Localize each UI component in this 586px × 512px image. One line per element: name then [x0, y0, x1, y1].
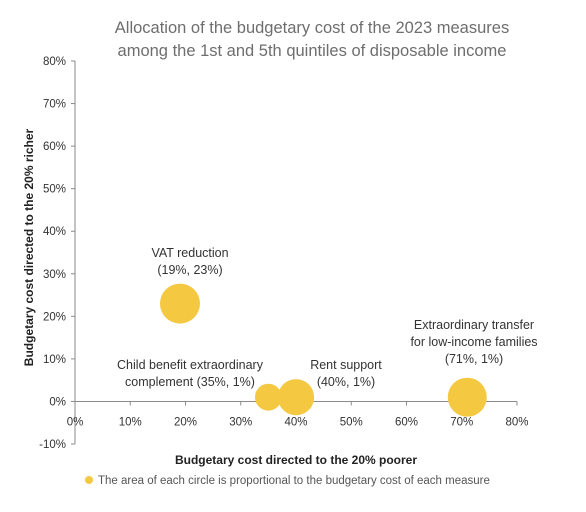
y-tick-label: 0% [49, 396, 66, 408]
data-label: (19%, 23%) [157, 263, 222, 277]
data-label: Extraordinary transfer [414, 318, 534, 332]
data-bubble [277, 379, 315, 416]
chart-title-line: Allocation of the budgetary cost of the … [115, 19, 509, 37]
y-tick-label: 50% [43, 184, 66, 196]
x-tick-label: 70% [450, 416, 473, 428]
data-bubble [254, 383, 282, 411]
y-tick-label: 70% [43, 99, 66, 111]
x-tick-label: 0% [67, 416, 84, 428]
data-bubble [159, 283, 200, 324]
legend-marker [85, 476, 93, 484]
data-label: for low-income families [410, 335, 537, 349]
y-tick-label: -10% [39, 439, 66, 451]
data-label: complement (35%, 1%) [125, 375, 255, 389]
y-axis-title: Budgetary cost directed to the 20% riche… [22, 128, 36, 366]
x-tick-label: 40% [284, 416, 307, 428]
y-tick-label: 80% [43, 56, 66, 68]
data-label: (71%, 1%) [445, 352, 503, 366]
x-tick-label: 80% [505, 416, 528, 428]
data-label: (40%, 1%) [317, 375, 375, 389]
x-tick-label: 60% [395, 416, 418, 428]
data-label: Child benefit extraordinary [117, 358, 264, 372]
x-tick-label: 50% [340, 416, 363, 428]
x-tick-label: 10% [119, 416, 142, 428]
x-tick-label: 30% [229, 416, 252, 428]
legend-text: The area of each circle is proportional … [98, 475, 490, 487]
y-tick-label: 10% [43, 354, 66, 366]
data-label: VAT reduction [151, 246, 228, 260]
x-axis-title: Budgetary cost directed to the 20% poore… [175, 453, 417, 467]
y-tick-label: 20% [43, 311, 66, 323]
chart-title-line: among the 1st and 5th quintiles of dispo… [118, 42, 507, 60]
y-tick-label: 40% [43, 226, 66, 238]
data-bubble [447, 377, 487, 417]
y-tick-label: 60% [43, 141, 66, 153]
x-tick-label: 20% [174, 416, 197, 428]
y-tick-label: 30% [43, 269, 66, 281]
data-label: Rent support [310, 358, 382, 372]
